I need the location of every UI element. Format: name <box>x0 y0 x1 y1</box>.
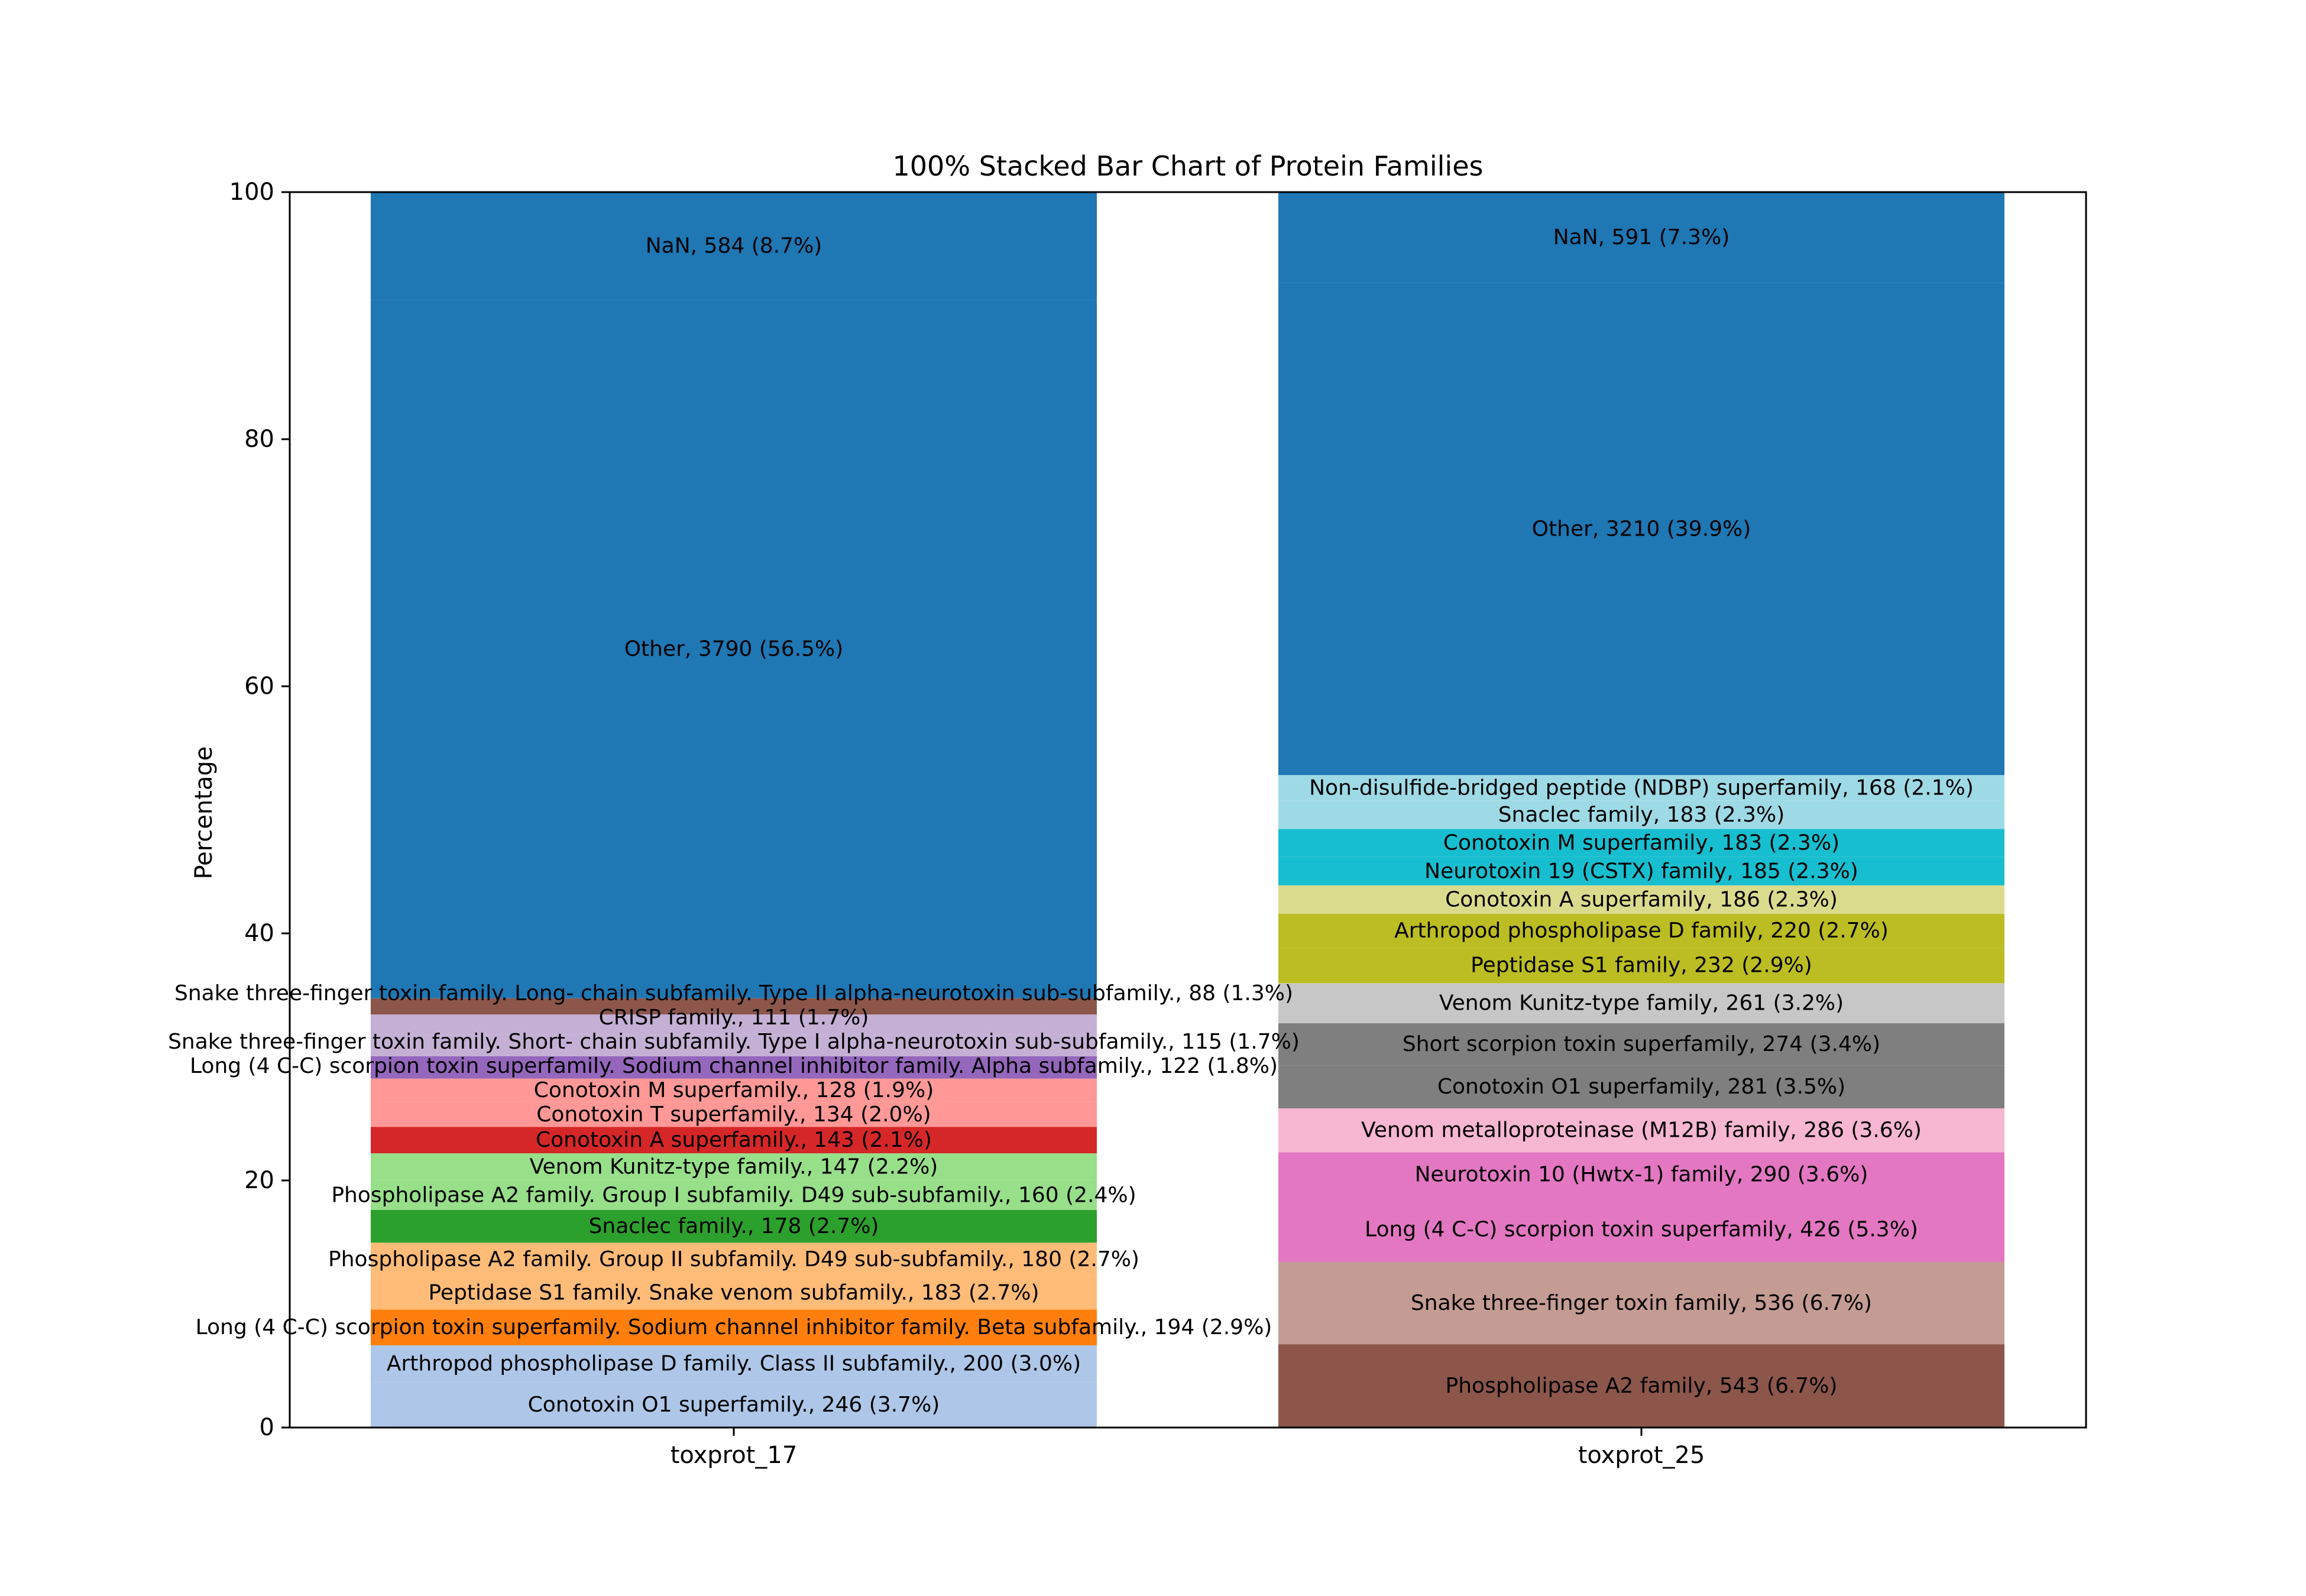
segment-label-toxprot_25-7: Venom Kunitz-type family, 261 (3.2%) <box>1439 991 1844 1016</box>
segment-label-toxprot_25-15: Other, 3210 (39.9%) <box>1532 517 1751 541</box>
bar-segment-toxprot_17-11 <box>371 1056 1097 1079</box>
bar-segment-toxprot_17-2 <box>371 1309 1097 1345</box>
bar-segment-toxprot_17-7 <box>371 1153 1097 1180</box>
bar-segment-toxprot_17-4 <box>371 1243 1097 1276</box>
segment-label-toxprot_17-11: Long (4 C-C) scorpion toxin superfamily.… <box>190 1054 1278 1078</box>
x-tick-label-toxprot_25: toxprot_25 <box>1578 1442 1705 1469</box>
bar-segment-toxprot_17-9 <box>371 1102 1097 1127</box>
segment-label-toxprot_17-3: Peptidase S1 family. Snake venom subfami… <box>429 1280 1039 1305</box>
segment-label-toxprot_25-13: Snaclec family, 183 (2.3%) <box>1498 803 1785 827</box>
bar-segment-toxprot_25-13 <box>1278 800 2004 829</box>
bar-segment-toxprot_17-3 <box>371 1276 1097 1310</box>
y-tick-label-20: 20 <box>244 1167 274 1194</box>
y-axis: 0 20 40 60 80 100 <box>229 179 290 1441</box>
bar-segment-toxprot_17-10 <box>371 1078 1097 1102</box>
segment-label-toxprot_25-0: Phospholipase A2 family, 543 (6.7%) <box>1446 1374 1838 1398</box>
y-tick-label-80: 80 <box>244 426 274 453</box>
segment-label-toxprot_17-4: Phospholipase A2 family. Group II subfam… <box>328 1247 1139 1271</box>
bar-segment-toxprot_17-16 <box>371 192 1097 300</box>
segment-label-toxprot_17-15: Other, 3790 (56.5%) <box>624 637 844 661</box>
segment-label-toxprot_25-10: Conotoxin A superfamily, 186 (2.3%) <box>1445 887 1838 911</box>
segment-label-toxprot_17-10: Conotoxin M superfamily., 128 (1.9%) <box>534 1078 934 1102</box>
bar-segment-toxprot_17-6 <box>371 1180 1097 1210</box>
x-tick-label-toxprot_17: toxprot_17 <box>671 1442 798 1469</box>
segment-label-toxprot_17-6: Phospholipase A2 family. Group I subfami… <box>331 1183 1136 1207</box>
y-tick-label-60: 60 <box>244 673 274 700</box>
segment-label-toxprot_25-8: Peptidase S1 family, 232 (2.9%) <box>1471 953 1812 978</box>
segment-label-toxprot_17-16: NaN, 584 (8.7%) <box>646 234 822 258</box>
segment-label-toxprot_25-4: Venom metalloproteinase (M12B) family, 2… <box>1361 1118 1922 1143</box>
segment-label-toxprot_25-6: Short scorpion toxin superfamily, 274 (3… <box>1403 1032 1880 1056</box>
segment-label-toxprot_17-7: Venom Kunitz-type family., 147 (2.2%) <box>530 1154 938 1179</box>
segment-label-toxprot_17-5: Snaclec family., 178 (2.7%) <box>589 1214 879 1238</box>
segment-label-toxprot_17-8: Conotoxin A superfamily., 143 (2.1%) <box>536 1128 932 1152</box>
bar-segment-toxprot_25-14 <box>1278 775 2004 801</box>
segment-label-toxprot_17-9: Conotoxin T superfamily., 134 (2.0%) <box>536 1102 931 1127</box>
segment-label-toxprot_17-2: Long (4 C-C) scorpion toxin superfamily.… <box>196 1315 1272 1339</box>
bar-segment-toxprot_25-7 <box>1278 983 2004 1024</box>
bars-layer <box>371 192 2004 1428</box>
bar-segment-toxprot_17-8 <box>371 1127 1097 1154</box>
bar-segment-toxprot_25-15 <box>1278 283 2004 776</box>
bar-segment-toxprot_25-8 <box>1278 948 2004 984</box>
segment-label-toxprot_17-0: Conotoxin O1 superfamily., 246 (3.7%) <box>528 1393 940 1417</box>
segment-label-toxprot_25-9: Arthropod phospholipase D family, 220 (2… <box>1394 919 1889 943</box>
bar-segment-toxprot_25-9 <box>1278 914 2004 948</box>
segment-label-toxprot_17-14: Snake three-finger toxin family. Long- c… <box>174 981 1293 1005</box>
bar-segment-toxprot_17-13 <box>371 1014 1097 1035</box>
bar-segment-toxprot_25-2 <box>1278 1196 2004 1263</box>
plot-frame <box>289 191 2087 1429</box>
segment-label-toxprot_25-12: Conotoxin M superfamily, 183 (2.3%) <box>1443 831 1839 855</box>
y-tick-label-0: 0 <box>260 1414 274 1441</box>
bar-segment-toxprot_25-3 <box>1278 1152 2004 1197</box>
y-axis-label: Percentage <box>190 746 218 879</box>
bar-segment-toxprot_17-15 <box>371 300 1097 998</box>
y-tick-label-40: 40 <box>244 920 274 947</box>
segment-label-toxprot_25-16: NaN, 591 (7.3%) <box>1553 225 1730 249</box>
bar-segment-toxprot_25-12 <box>1278 829 2004 857</box>
bar-segment-toxprot_17-1 <box>371 1345 1097 1383</box>
segment-label-toxprot_25-14: Non-disulfide-bridged peptide (NDBP) sup… <box>1309 776 1974 800</box>
segment-label-toxprot_25-5: Conotoxin O1 superfamily, 281 (3.5%) <box>1437 1075 1845 1099</box>
bar-segment-toxprot_25-10 <box>1278 885 2004 914</box>
y-tick-label-100: 100 <box>229 179 274 206</box>
bar-segment-toxprot_25-5 <box>1278 1065 2004 1109</box>
bar-segment-toxprot_17-12 <box>371 1034 1097 1056</box>
segment-label-toxprot_25-3: Neurotoxin 10 (Hwtx-1) family, 290 (3.6%… <box>1415 1162 1868 1186</box>
segment-label-toxprot_25-11: Neurotoxin 19 (CSTX) family, 185 (2.3%) <box>1424 859 1858 883</box>
segment-label-toxprot_25-1: Snake three-finger toxin family, 536 (6.… <box>1411 1291 1872 1315</box>
bar-segment-toxprot_25-11 <box>1278 857 2004 885</box>
segment-label-toxprot_25-2: Long (4 C-C) scorpion toxin superfamily,… <box>1365 1217 1918 1241</box>
segment-label-toxprot_17-13: CRISP family., 111 (1.7%) <box>599 1005 869 1030</box>
bar-segment-toxprot_17-0 <box>371 1382 1097 1428</box>
segment-labels-layer: Conotoxin O1 superfamily., 246 (3.7%) Art… <box>168 225 1974 1417</box>
bar-segment-toxprot_25-16 <box>1278 192 2004 283</box>
segment-label-toxprot_17-1: Arthropod phospholipase D family. Class … <box>387 1352 1081 1376</box>
segment-label-toxprot_17-12: Snake three-finger toxin family. Short- … <box>168 1030 1300 1054</box>
bar-segment-toxprot_25-1 <box>1278 1262 2004 1345</box>
bar-segment-toxprot_25-4 <box>1278 1108 2004 1153</box>
bar-segment-toxprot_17-14 <box>371 998 1097 1015</box>
bar-segment-toxprot_25-0 <box>1278 1344 2004 1428</box>
bar-segment-toxprot_25-6 <box>1278 1023 2004 1066</box>
bar-segment-toxprot_17-5 <box>371 1209 1097 1243</box>
x-axis: toxprot_17 toxprot_25 <box>671 1428 1705 1469</box>
chart-title: 100% Stacked Bar Chart of Protein Famili… <box>893 150 1484 182</box>
